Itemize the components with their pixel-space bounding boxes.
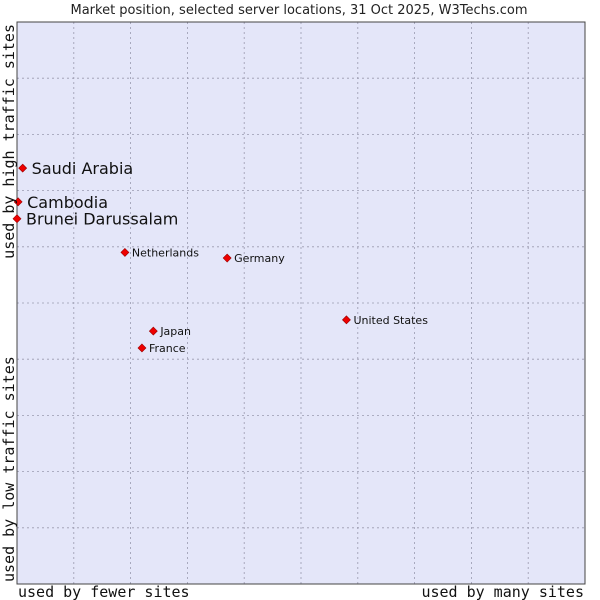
data-point-france	[137, 343, 147, 353]
data-label-netherlands: Netherlands	[132, 246, 199, 259]
grid-lines	[17, 22, 585, 584]
data-point-saudi-arabia	[18, 163, 28, 173]
data-point-japan	[148, 326, 158, 336]
data-point-cambodia	[13, 197, 23, 207]
data-label-germany: Germany	[234, 252, 285, 265]
data-label-brunei-darussalam: Brunei Darussalam	[26, 210, 178, 229]
data-point-netherlands	[120, 247, 130, 257]
chart-title: Market position, selected server locatio…	[70, 3, 527, 18]
data-label-japan: Japan	[159, 325, 191, 338]
data-point-germany	[222, 253, 232, 263]
x-axis-label-left: used by fewer sites	[18, 583, 190, 600]
y-axis-label-bottom: used by low traffic sites	[0, 356, 18, 582]
data-point-brunei-darussalam	[12, 214, 22, 224]
data-label-united-states: United States	[353, 314, 428, 327]
x-axis-label-right: used by many sites	[421, 583, 584, 600]
data-label-cambodia: Cambodia	[27, 193, 108, 212]
data-label-saudi-arabia: Saudi Arabia	[32, 159, 134, 178]
data-point-united-states	[342, 315, 351, 325]
y-axis-label-top: used by high traffic sites	[0, 24, 18, 259]
data-label-france: France	[149, 342, 186, 355]
plot-border	[16, 21, 586, 585]
